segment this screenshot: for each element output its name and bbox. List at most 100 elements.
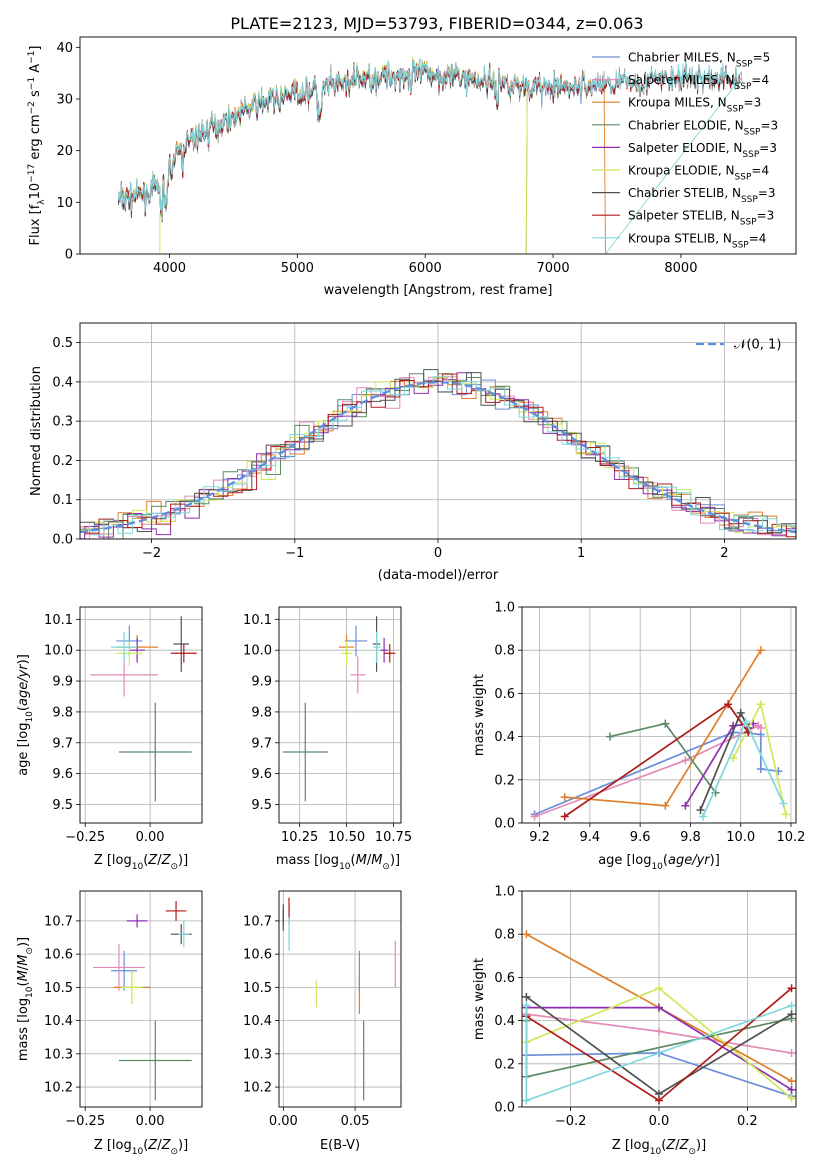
y-tick-label: 9.5 [251, 798, 272, 813]
label-part: ⊙ [170, 1147, 178, 1157]
label-part: SSP [727, 105, 744, 115]
x-tick-label: 9.6 [630, 830, 651, 845]
y-tick-label: 0.1 [52, 493, 73, 508]
label-part: 10 [28, 183, 43, 200]
label-part: SSP [732, 240, 749, 250]
errorbar-salpeter-miles [92, 944, 145, 991]
x-tick-label: −2 [142, 546, 161, 561]
x-tick-label: 10.50 [328, 830, 365, 845]
errorbar-chabrier-miles [111, 950, 138, 991]
series-marker [779, 799, 788, 808]
label-part: 10 [650, 1147, 662, 1157]
y-tick-label: 10.3 [44, 1047, 73, 1062]
label-part: A [28, 64, 43, 77]
y-tick-label: 10.1 [243, 613, 272, 628]
x-tick-label: 10.2 [776, 830, 805, 845]
label-part: age/yr [16, 663, 31, 706]
legend-entry: Salpeter STELIB, NSSP=3 [628, 209, 774, 228]
panels: 4000 5000 6000 7000 8000010203040wavelength … [16, 36, 805, 1157]
series-marker [522, 930, 531, 939]
series-marker [522, 1001, 531, 1010]
x-axis-label: Z [log10(Z/Z⊙)] [94, 1138, 188, 1157]
label-part: )] [178, 1138, 188, 1153]
label-part: / [157, 853, 162, 868]
errorbar-salpeter-miles [350, 656, 366, 694]
label-part: age [log [598, 853, 651, 868]
y-tick-label: 10.5 [44, 981, 73, 996]
label-part: Salpeter STELIB, N [628, 209, 740, 223]
x-tick-label: 2 [720, 546, 728, 561]
series-chabrier-stelib [522, 992, 796, 1099]
axes-frame [278, 606, 402, 824]
series-marker [756, 646, 765, 655]
label-part: −2 [27, 101, 37, 114]
errorbar-chabrier-elodie [118, 702, 192, 802]
x-tick-label: 0.00 [136, 1114, 165, 1129]
legend: 𝒩(0, 1) [696, 338, 781, 353]
y-tick-label: 10.7 [44, 914, 73, 929]
y-tick-label: 0.3 [52, 415, 73, 430]
label-part: =3 [760, 118, 778, 132]
errorbar-salpeter-stelib [170, 644, 197, 663]
grid [80, 607, 202, 823]
errorbar-kroupa-elodie [340, 640, 353, 666]
axes-frame [79, 606, 203, 824]
x-axis-label: mass [log10(M/M⊙)] [276, 853, 400, 872]
y-tick-label: 9.8 [52, 705, 73, 720]
series-marker [724, 700, 733, 709]
label-part: ⊙ [382, 862, 390, 872]
label-part: Chabrier ELODIE, N [628, 118, 744, 132]
series-marker [522, 1096, 531, 1105]
y-tick-label: 9.6 [52, 767, 73, 782]
errorbar-salpeter-elodie [126, 914, 148, 928]
label-part: Salpeter ELODIE, N [628, 141, 742, 155]
axes-frame [521, 890, 797, 1108]
x-tick-label: 4000 [153, 261, 186, 276]
axes-frame [278, 890, 402, 1108]
legend-entry: Salpeter ELODIE, NSSP=3 [628, 141, 777, 160]
label-part: erg cm [28, 114, 43, 163]
panel-age-weight: 9.2 9.4 9.6 9.8 10.0 10.2 0.0 0.2 0.4 0.6 0.8 1.0 ag… [472, 601, 805, 873]
label-part: )] [390, 853, 400, 868]
label-part: age/yr [668, 853, 711, 868]
series-marker [560, 793, 569, 802]
series-kroupa-stelib [698, 717, 788, 821]
series-marker [655, 1027, 663, 1036]
series-marker [655, 1003, 663, 1012]
series-line [702, 719, 785, 817]
series-marker [522, 992, 531, 1001]
x-tick-label: 0.2 [737, 1114, 758, 1129]
plot-area [80, 891, 202, 1107]
label-part: / [367, 853, 372, 868]
errorbar-kroupa-elodie [116, 640, 143, 666]
x-axis-label: wavelength [Angstrom, rest frame] [324, 283, 553, 298]
y-axis-label: age [log10(age/yr)] [16, 654, 35, 776]
label-part: −1 [27, 77, 37, 90]
label-part: =3 [757, 209, 775, 223]
label-part: =4 [749, 231, 767, 245]
label-part: ⊙ [170, 862, 178, 872]
axes-frame [521, 606, 797, 824]
series-marker [681, 801, 690, 810]
series-marker [661, 801, 670, 810]
label-part: )] [16, 937, 31, 947]
label-part: =4 [751, 164, 769, 178]
label-part: s [28, 90, 43, 101]
x-tick-label: 0.0 [649, 1114, 670, 1129]
x-axis-label: age [log10(age/yr)] [598, 853, 720, 872]
y-tick-label: 9.9 [52, 675, 73, 690]
series-marker [781, 810, 790, 819]
y-tick-label: 9.7 [251, 736, 272, 751]
y-tick-label: 0.2 [494, 773, 515, 788]
label-part: mass [log [276, 853, 339, 868]
y-tick-label: 20 [56, 144, 73, 159]
label-part: 10 [25, 711, 35, 723]
label-part: ( [351, 853, 356, 868]
y-tick-label: 0.0 [52, 533, 73, 548]
label-part: Z [log [94, 1138, 132, 1153]
y-tick-label: 1.0 [494, 885, 515, 900]
label-part: M [16, 970, 31, 981]
label-part: M [356, 853, 367, 868]
series-marker [655, 1096, 663, 1105]
